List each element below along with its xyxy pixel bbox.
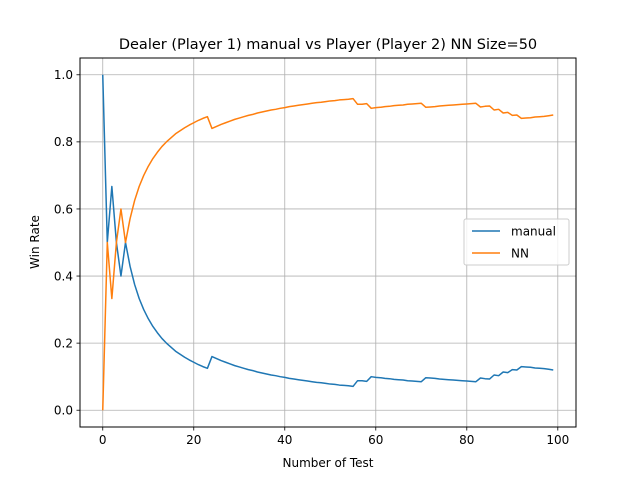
x-tick-label: 20 — [186, 433, 201, 447]
y-axis-ticks: 0.0 0.2 0.4 0.6 0.8 1.0 — [54, 68, 80, 418]
x-tick-label: 100 — [546, 433, 569, 447]
legend-label-manual: manual — [511, 225, 556, 239]
y-axis-label: Win Rate — [28, 215, 42, 269]
grid-lines — [80, 58, 576, 427]
legend-label-nn: NN — [511, 247, 529, 261]
x-tick-label: 60 — [368, 433, 383, 447]
x-axis-label: Number of Test — [282, 456, 373, 470]
y-tick-label: 0.2 — [54, 336, 73, 350]
y-tick-label: 0.0 — [54, 404, 73, 418]
y-tick-label: 0.6 — [54, 202, 73, 216]
x-tick-label: 0 — [99, 433, 107, 447]
series-line-nn — [102, 97, 554, 411]
axes-frame — [79, 57, 577, 428]
x-tick-label: 80 — [459, 433, 474, 447]
x-tick-label: 40 — [277, 433, 292, 447]
y-tick-label: 0.4 — [54, 269, 73, 283]
chart-title: Dealer (Player 1) manual vs Player (Play… — [119, 37, 537, 53]
plot-area — [102, 74, 554, 411]
series-line-manual — [102, 74, 554, 388]
legend: manual NN — [463, 218, 570, 266]
x-axis-ticks: 0 20 40 60 80 100 — [99, 427, 569, 447]
y-tick-label: 0.8 — [54, 135, 73, 149]
y-tick-label: 1.0 — [54, 68, 73, 82]
